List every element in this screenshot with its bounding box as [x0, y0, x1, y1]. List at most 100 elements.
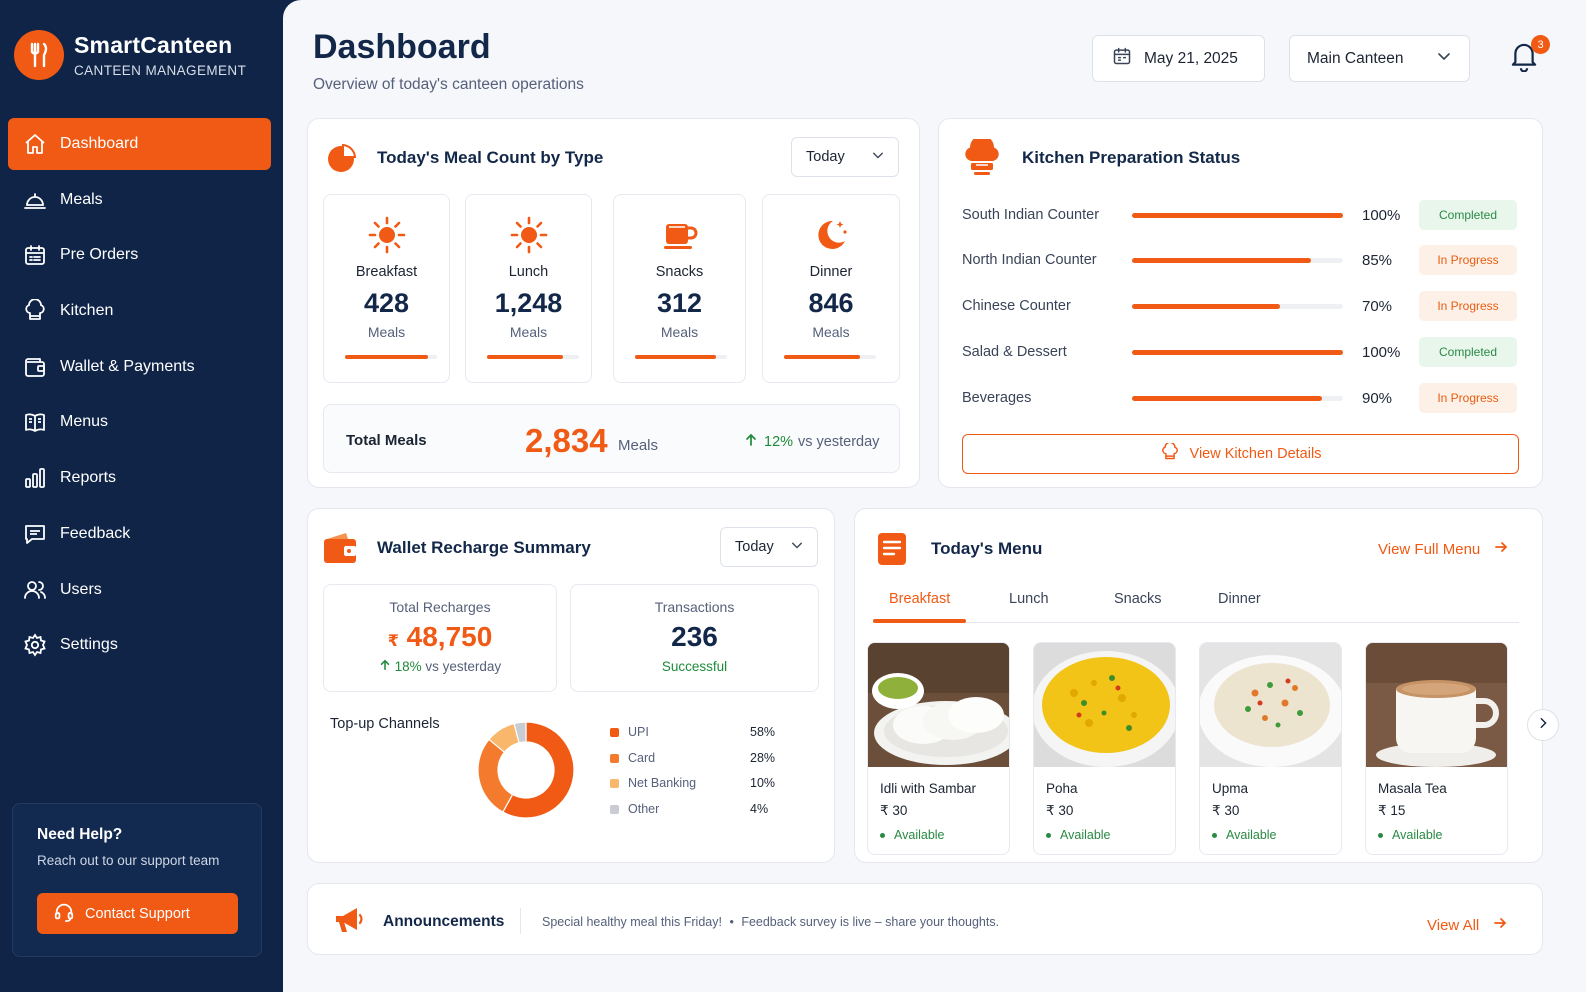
tab-lunch[interactable]: Lunch [1009, 591, 1049, 607]
chevron-down-icon [791, 539, 803, 555]
announcements-text: Special healthy meal this Friday! • Feed… [542, 915, 999, 929]
date-value: May 21, 2025 [1144, 49, 1238, 67]
menu-item-name: Idli with Sambar [880, 781, 977, 796]
transactions-box: Transactions 236 Successful [570, 584, 819, 692]
chevron-right-icon [1537, 716, 1549, 734]
sun-icon [466, 215, 591, 255]
meal-tile-breakfast[interactable]: Breakfast 428 Meals [323, 194, 450, 383]
status-dot [1212, 832, 1217, 838]
meal-progress-fill [487, 355, 564, 359]
menu-item-card[interactable]: Upma ₹ 30 Available [1199, 642, 1342, 855]
date-picker[interactable]: May 21, 2025 [1092, 35, 1265, 82]
view-kitchen-details-button[interactable]: View Kitchen Details [962, 434, 1519, 474]
help-card: Need Help? Reach out to our support team… [12, 803, 262, 957]
legend-label: Other [628, 802, 660, 816]
tab-snacks[interactable]: Snacks [1114, 591, 1162, 607]
megaphone-icon [333, 905, 365, 940]
tab-dinner[interactable]: Dinner [1218, 591, 1261, 607]
contact-support-button[interactable]: Contact Support [37, 893, 238, 934]
sidebar-item-wallet-payments[interactable]: Wallet & Payments [8, 341, 271, 393]
meal-value: 428 [363, 288, 410, 318]
arrow-right-icon [1493, 916, 1507, 934]
sidebar-item-settings[interactable]: Settings [8, 619, 271, 671]
kitchen-status-title: Kitchen Preparation Status [1022, 148, 1241, 167]
counter-progress-fill [1132, 395, 1322, 401]
counter-progress-bar [1132, 257, 1343, 263]
canteen-select[interactable]: Main Canteen [1289, 35, 1470, 82]
sidebar-item-reports[interactable]: Reports [8, 452, 271, 504]
sidebar-item-pre-orders[interactable]: Pre Orders [8, 229, 271, 281]
total-meals-value: 2,834 [525, 422, 608, 459]
legend-swatch [610, 727, 619, 737]
sidebar-item-label: Pre Orders [60, 246, 139, 264]
users-icon [22, 577, 48, 603]
view-full-menu-link[interactable]: View Full Menu [1378, 540, 1508, 558]
kitchen-row: Chinese Counter 70% In Progress [962, 289, 1522, 323]
brand[interactable]: SmartCanteen CANTEEN MANAGEMENT [14, 30, 246, 80]
sidebar-item-users[interactable]: Users [8, 564, 271, 616]
gear-icon [22, 632, 48, 658]
legend-item: Net Banking 10% [610, 773, 780, 793]
meal-count-filter[interactable]: Today [791, 137, 899, 177]
transactions-label: Transactions [654, 599, 735, 615]
menu-item-status: Available [880, 828, 1009, 842]
arrow-right-icon [1494, 540, 1508, 558]
menu-item-card[interactable]: Poha ₹ 30 Available [1033, 642, 1176, 855]
menu-item-status: Available [1378, 828, 1507, 842]
filter-value: Today [735, 539, 774, 555]
status-label: Available [1060, 828, 1111, 842]
calendar-icon [1112, 46, 1132, 71]
meal-tile-dinner[interactable]: Dinner 846 Meals [762, 194, 900, 383]
counter-percent: 90% [1362, 389, 1393, 407]
meal-tile-snacks[interactable]: Snacks 312 Meals [613, 194, 746, 383]
sidebar-item-menus[interactable]: Menus [8, 396, 271, 448]
sidebar-item-label: Menus [60, 413, 109, 431]
legend-percent: 58% [750, 725, 776, 739]
menu-next-button[interactable] [1527, 709, 1559, 741]
counter-percent: 100% [1362, 343, 1401, 361]
legend-swatch [610, 753, 619, 763]
page-title: Dashboard [313, 28, 491, 66]
legend-item: Card 28% [610, 748, 780, 768]
menu-item-name: Poha [1046, 781, 1078, 796]
sun-icon [324, 215, 449, 255]
menu-item-price: ₹ 30 [1046, 803, 1074, 818]
status-label: Available [1226, 828, 1277, 842]
sidebar-nav: Dashboard Meals Pre Orders Kitchen Walle… [8, 118, 271, 675]
sidebar-item-meals[interactable]: Meals [8, 174, 271, 226]
status-badge: In Progress [1419, 291, 1517, 321]
menu-item-card[interactable]: Idli with Sambar ₹ 30 Available [867, 642, 1010, 855]
announcements-bar: Announcements Special healthy meal this … [307, 883, 1543, 955]
status-badge: In Progress [1419, 383, 1517, 413]
filter-value: Today [806, 149, 845, 165]
view-all-announcements-link[interactable]: View All [1427, 916, 1507, 934]
notifications-button[interactable]: 3 [1509, 35, 1550, 76]
total-recharges-value-row: ₹ 48,750 [324, 621, 556, 653]
sidebar-item-dashboard[interactable]: Dashboard [8, 118, 271, 170]
chef-hat-icon [1160, 441, 1180, 465]
sidebar-item-feedback[interactable]: Feedback [8, 508, 271, 560]
meal-progress-fill [345, 355, 428, 359]
sidebar-item-label: Users [60, 580, 102, 598]
wallet-filter[interactable]: Today [720, 527, 818, 567]
meal-progress-bar [784, 355, 876, 359]
counter-progress-bar [1132, 303, 1343, 309]
total-meals-box: Total Meals 2,834 Meals 12% vs yesterday [323, 404, 900, 473]
meal-progress-bar [345, 355, 437, 359]
sidebar-item-label: Meals [60, 190, 103, 208]
sidebar-item-kitchen[interactable]: Kitchen [8, 285, 271, 337]
tab-breakfast[interactable]: Breakfast [889, 591, 951, 607]
meal-name: Dinner [809, 264, 853, 280]
meal-unit: Meals [509, 324, 548, 340]
counter-progress-fill [1132, 349, 1343, 355]
headset-icon [53, 901, 75, 927]
change-value: 18% [394, 659, 422, 674]
menu-item-card[interactable]: Masala Tea ₹ 15 Available [1365, 642, 1508, 855]
transactions-value: 236 [671, 621, 718, 652]
upma-image [1200, 643, 1341, 767]
wallet-summary-card: Wallet Recharge Summary Today Total Rech… [307, 508, 835, 863]
pie-chart-icon [327, 143, 357, 178]
status-dot [1378, 832, 1383, 838]
meal-tile-lunch[interactable]: Lunch 1,248 Meals [465, 194, 592, 383]
help-subtitle: Reach out to our support team [37, 853, 220, 868]
